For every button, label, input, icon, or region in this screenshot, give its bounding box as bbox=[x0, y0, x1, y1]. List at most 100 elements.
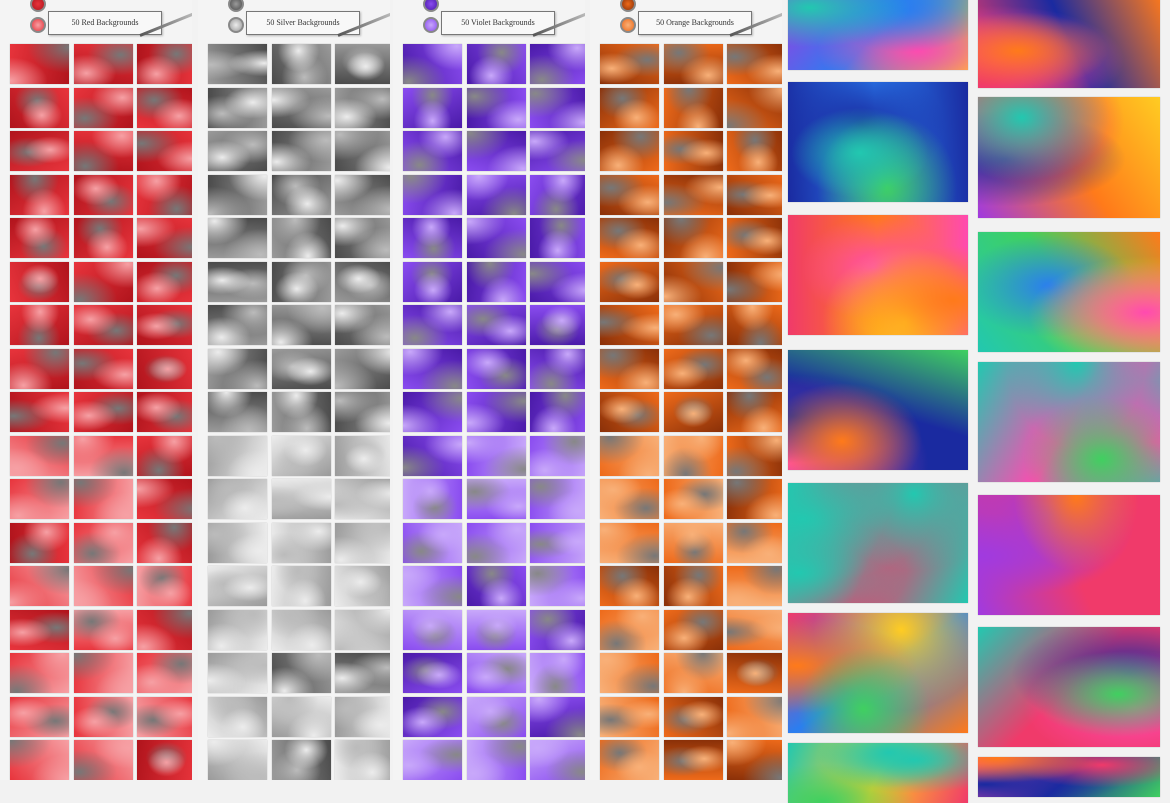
thumbnail bbox=[10, 44, 69, 84]
thumbnail bbox=[467, 174, 526, 215]
thumbnail bbox=[137, 740, 192, 780]
thumbnail bbox=[272, 261, 331, 302]
thumbnail bbox=[137, 261, 192, 302]
panel-icon bbox=[620, 0, 636, 12]
thumbnail bbox=[403, 87, 462, 128]
page: 50 Red Backgrounds 50 Silver Backgrounds 5… bbox=[10, 0, 1160, 803]
thumbnail bbox=[403, 609, 462, 650]
thumbnail bbox=[335, 392, 390, 432]
thumbnail bbox=[10, 522, 69, 563]
thumbnail bbox=[335, 435, 390, 476]
thumbnail bbox=[74, 305, 133, 345]
thumbnail bbox=[403, 522, 462, 563]
thumbnail bbox=[600, 305, 659, 345]
texture-tile bbox=[788, 743, 968, 803]
thumbnail bbox=[10, 435, 69, 476]
thumbnail bbox=[600, 392, 659, 432]
thumbnail bbox=[664, 609, 723, 650]
thumbnail bbox=[467, 348, 526, 389]
thumbnail bbox=[727, 609, 782, 650]
thumbnail bbox=[600, 435, 659, 476]
panel-label: 50 Silver Backgrounds bbox=[246, 11, 360, 35]
texture-tile bbox=[978, 495, 1160, 615]
thumbnail bbox=[530, 348, 585, 389]
texture-tile bbox=[788, 215, 968, 335]
thumbnail bbox=[664, 566, 723, 606]
thumbnail bbox=[664, 44, 723, 84]
thumbnail bbox=[74, 261, 133, 302]
thumbnail bbox=[272, 44, 331, 84]
thumbnail bbox=[272, 218, 331, 258]
texture-tile bbox=[978, 97, 1160, 218]
thumbnail bbox=[272, 609, 331, 650]
thumbnail bbox=[208, 522, 267, 563]
thumbnail bbox=[467, 740, 526, 780]
thumbnail bbox=[10, 348, 69, 389]
thumbnail bbox=[467, 44, 526, 84]
thumbnail bbox=[530, 87, 585, 128]
thumbnail bbox=[530, 44, 585, 84]
thumbnail bbox=[600, 261, 659, 302]
thumbnail bbox=[335, 566, 390, 606]
thumbnail bbox=[208, 261, 267, 302]
thumbnail bbox=[10, 131, 69, 171]
thumbnail bbox=[335, 479, 390, 519]
thumbnail bbox=[208, 435, 267, 476]
thumbnail bbox=[403, 740, 462, 780]
color-swatch bbox=[620, 17, 636, 33]
color-swatch bbox=[228, 17, 244, 33]
thumbnail bbox=[664, 131, 723, 171]
thumbnail bbox=[10, 740, 69, 780]
thumbnail bbox=[208, 174, 267, 215]
thumbnail bbox=[137, 435, 192, 476]
thumbnail bbox=[74, 522, 133, 563]
thumbnail bbox=[10, 261, 69, 302]
thumbnail bbox=[467, 218, 526, 258]
thumbnail bbox=[74, 435, 133, 476]
thumbnail bbox=[600, 131, 659, 171]
thumbnail bbox=[74, 653, 133, 693]
thumbnail bbox=[403, 435, 462, 476]
thumbnail bbox=[272, 522, 331, 563]
thumbnail bbox=[208, 305, 267, 345]
thumbnail bbox=[727, 392, 782, 432]
thumbnail bbox=[208, 609, 267, 650]
thumbnail bbox=[664, 392, 723, 432]
thumbnail bbox=[272, 305, 331, 345]
thumbnail bbox=[600, 218, 659, 258]
thumbnail bbox=[335, 609, 390, 650]
thumbnail bbox=[600, 87, 659, 128]
thumbnail bbox=[137, 87, 192, 128]
thumbnail bbox=[10, 305, 69, 345]
thumbnail bbox=[10, 609, 69, 650]
panel: 50 Orange Backgrounds bbox=[590, 0, 782, 780]
thumbnail bbox=[600, 479, 659, 519]
thumbnail bbox=[335, 87, 390, 128]
thumbnail bbox=[467, 435, 526, 476]
thumbnail bbox=[208, 479, 267, 519]
thumbnail bbox=[403, 44, 462, 84]
thumbnail bbox=[74, 479, 133, 519]
thumbnail bbox=[335, 261, 390, 302]
thumbnail bbox=[664, 218, 723, 258]
thumbnail bbox=[664, 740, 723, 780]
texture-tile bbox=[978, 362, 1160, 482]
panel: 50 Violet Backgrounds bbox=[393, 0, 585, 780]
thumbnail bbox=[664, 696, 723, 737]
thumbnail bbox=[467, 609, 526, 650]
thumbnail bbox=[10, 653, 69, 693]
thumbnail bbox=[530, 392, 585, 432]
thumbnail bbox=[727, 261, 782, 302]
thumbnail bbox=[530, 131, 585, 171]
thumbnail bbox=[467, 696, 526, 737]
thumbnail bbox=[467, 392, 526, 432]
thumbnail bbox=[10, 566, 69, 606]
thumbnail bbox=[530, 305, 585, 345]
thumbnail bbox=[335, 305, 390, 345]
thumbnail bbox=[272, 435, 331, 476]
thumbnail bbox=[600, 522, 659, 563]
thumbnail bbox=[727, 174, 782, 215]
thumbnail bbox=[467, 566, 526, 606]
panel-icon bbox=[228, 0, 244, 12]
thumbnail bbox=[403, 218, 462, 258]
